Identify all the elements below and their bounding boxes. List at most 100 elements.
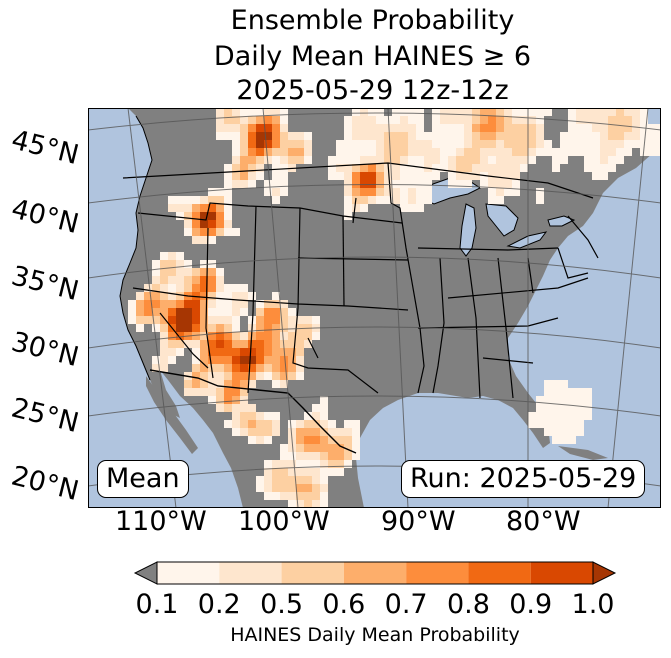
probability-cell (232, 372, 240, 380)
probability-cell (264, 340, 272, 348)
probability-cell (600, 172, 608, 180)
probability-cell (152, 276, 160, 284)
probability-cell (320, 412, 328, 420)
probability-cell (232, 284, 240, 292)
probability-cell (160, 316, 168, 324)
probability-map: Mean Run: 2025-05-29 (88, 108, 661, 508)
probability-cell (504, 188, 512, 196)
probability-cell (376, 156, 384, 164)
probability-cell (288, 316, 296, 324)
probability-cell (296, 156, 304, 164)
probability-cell (376, 148, 384, 156)
probability-cell (272, 180, 280, 188)
probability-cell (368, 156, 376, 164)
probability-cell (296, 492, 304, 500)
probability-cell (296, 420, 304, 428)
probability-cell (352, 420, 360, 428)
probability-cell (488, 180, 496, 188)
probability-cell (440, 148, 448, 156)
probability-cell (256, 332, 264, 340)
probability-cell (272, 332, 280, 340)
probability-cell (288, 156, 296, 164)
probability-cell (440, 108, 448, 116)
probability-cell (360, 204, 368, 212)
probability-cell (384, 196, 392, 204)
probability-cell (232, 356, 240, 364)
probability-cell (296, 500, 304, 508)
probability-cell (224, 356, 232, 364)
probability-cell (240, 108, 248, 116)
probability-cell (216, 196, 224, 204)
probability-cell (240, 380, 248, 388)
probability-cell (544, 396, 552, 404)
probability-cell (424, 132, 432, 140)
probability-cell (232, 340, 240, 348)
probability-cell (264, 492, 272, 500)
probability-cell (216, 276, 224, 284)
probability-cell (280, 300, 288, 308)
probability-cell (312, 468, 320, 476)
probability-cell (616, 124, 624, 132)
probability-cell (256, 316, 264, 324)
probability-cell (448, 180, 456, 188)
probability-cell (304, 444, 312, 452)
probability-cell (376, 164, 384, 172)
probability-cell (416, 164, 424, 172)
probability-cell (264, 348, 272, 356)
probability-cell (168, 252, 176, 260)
probability-cell (256, 356, 264, 364)
probability-cell (280, 132, 288, 140)
probability-cell (136, 324, 144, 332)
probability-cell (312, 428, 320, 436)
probability-cell (584, 132, 592, 140)
probability-cell (240, 116, 248, 124)
probability-cell (472, 116, 480, 124)
probability-cell (432, 124, 440, 132)
probability-cell (608, 156, 616, 164)
probability-cell (232, 116, 240, 124)
probability-cell (392, 108, 400, 116)
probability-cell (384, 180, 392, 188)
probability-cell (256, 436, 264, 444)
probability-cell (432, 172, 440, 180)
probability-cell (232, 404, 240, 412)
probability-cell (304, 460, 312, 468)
probability-cell (296, 348, 304, 356)
probability-cell (448, 108, 456, 116)
probability-cell (336, 156, 344, 164)
probability-cell (200, 372, 208, 380)
probability-cell (152, 292, 160, 300)
probability-cell (208, 316, 216, 324)
probability-cell (328, 420, 336, 428)
probability-cell (192, 340, 200, 348)
probability-cell (192, 308, 200, 316)
probability-cell (352, 436, 360, 444)
probability-cell (232, 316, 240, 324)
probability-cell (344, 140, 352, 148)
probability-cell (376, 140, 384, 148)
probability-cell (528, 156, 536, 164)
probability-cell (224, 380, 232, 388)
colorbar-bin (157, 562, 220, 584)
probability-cell (304, 436, 312, 444)
probability-cell (464, 124, 472, 132)
probability-cell (400, 132, 408, 140)
probability-cell (224, 396, 232, 404)
lat-label-45: 45°N (8, 124, 82, 172)
probability-cell (248, 404, 256, 412)
probability-cell (648, 148, 656, 156)
probability-cell (272, 132, 280, 140)
probability-cell (280, 492, 288, 500)
probability-cell (328, 436, 336, 444)
probability-cell (384, 172, 392, 180)
probability-cell (328, 428, 336, 436)
probability-cell (208, 276, 216, 284)
probability-cell (456, 140, 464, 148)
probability-cell (200, 276, 208, 284)
probability-cell (408, 164, 416, 172)
probability-cell (144, 300, 152, 308)
probability-cell (464, 164, 472, 172)
probability-cell (248, 156, 256, 164)
probability-cell (368, 116, 376, 124)
probability-cell (656, 140, 661, 148)
